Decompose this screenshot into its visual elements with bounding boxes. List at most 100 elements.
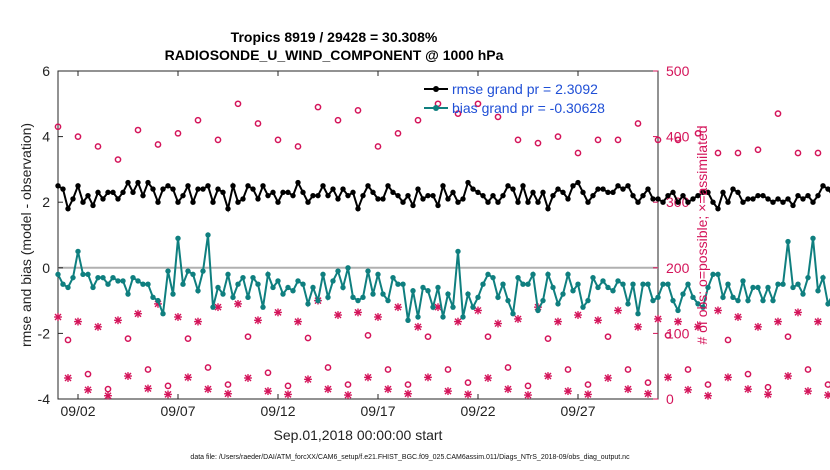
bias-point — [600, 278, 606, 284]
bias-point — [75, 248, 81, 255]
bias-point — [85, 271, 91, 278]
rmse-point — [375, 196, 381, 202]
rmse-point — [660, 199, 666, 205]
rmse-point — [685, 199, 691, 205]
bias-point — [340, 284, 346, 291]
bias-point — [60, 281, 66, 287]
possible-point — [314, 103, 322, 111]
bias-point — [205, 232, 211, 238]
bias-point — [325, 294, 331, 301]
bias-point — [690, 294, 696, 301]
assimilated-point — [634, 322, 642, 331]
bias-point — [745, 297, 751, 304]
bias-point — [755, 284, 761, 291]
bias-point — [545, 271, 551, 278]
possible-point — [114, 156, 122, 163]
assimilated-point — [754, 322, 762, 331]
x-tick-label: 09/07 — [160, 403, 195, 419]
assimilated-point — [94, 322, 102, 331]
bias-point — [160, 311, 166, 317]
assimilated-point — [714, 306, 722, 315]
rmse-point — [625, 183, 631, 189]
rmse-point — [90, 202, 96, 209]
possible-point — [64, 336, 72, 344]
bias-point — [415, 314, 421, 320]
bias-point — [485, 271, 491, 278]
bias-point — [805, 274, 811, 281]
bias-point — [630, 281, 636, 287]
rmse-point — [395, 192, 401, 199]
bias-point — [535, 307, 541, 314]
bias-point — [170, 291, 176, 297]
legend-rmse-label: rmse grand pr = 2.3092 — [452, 81, 598, 97]
bias-point — [420, 284, 426, 291]
assimilated-point — [774, 317, 782, 326]
bias-point — [315, 297, 321, 304]
rmse-point — [390, 189, 396, 196]
rmse-point — [350, 189, 356, 196]
rmse-point — [200, 186, 206, 192]
rmse-point — [380, 196, 386, 202]
legend: rmse grand pr = 2.3092 bias grand pr = -… — [424, 81, 605, 116]
rmse-point — [215, 186, 221, 192]
footer-data-file: data file: /Users/raeder/DAI/ATM_forcXX/… — [190, 454, 630, 461]
x-tick-label: 09/02 — [60, 403, 95, 419]
rmse-point — [165, 183, 171, 189]
bias-point — [740, 278, 746, 284]
rmse-point — [760, 192, 766, 199]
rmse-point — [255, 196, 261, 202]
assimilated-point — [374, 313, 382, 321]
bias-point — [700, 304, 706, 310]
legend-rmse-marker — [433, 86, 439, 92]
possible-point — [634, 120, 642, 127]
rmse-point — [735, 189, 741, 196]
rmse-point — [180, 192, 186, 199]
bias-point — [235, 281, 241, 287]
bias-point — [400, 281, 406, 287]
assimilated-point — [414, 322, 422, 331]
assimilated-point — [324, 385, 332, 394]
bias-point — [240, 274, 246, 281]
possible-point — [664, 332, 672, 339]
rmse-point — [400, 199, 406, 205]
rmse-point — [690, 196, 696, 202]
y-tick-label: 0 — [42, 260, 50, 276]
bias-point — [715, 271, 721, 278]
bias-point — [200, 268, 206, 274]
rmse-point — [435, 202, 441, 209]
rmse-point — [475, 189, 481, 196]
bias-point — [255, 281, 261, 287]
possible-point — [784, 333, 792, 341]
rmse-point — [455, 199, 461, 205]
assimilated-point — [364, 373, 372, 382]
rmse-point — [345, 192, 351, 199]
possible-point — [444, 366, 452, 373]
rmse-point — [545, 206, 551, 212]
bias-point — [380, 291, 386, 297]
bias-point — [405, 317, 411, 323]
rmse-point — [325, 192, 331, 199]
bias-point — [135, 278, 141, 284]
possible-point — [224, 381, 232, 388]
rmse-point — [730, 186, 736, 192]
rmse-point — [620, 186, 626, 192]
assimilated-point — [424, 373, 432, 382]
rmse-point — [785, 196, 791, 202]
rmse-point — [485, 199, 491, 205]
assimilated-point — [804, 387, 812, 396]
possible-point — [394, 129, 402, 137]
assimilated-point — [184, 373, 192, 382]
assimilated-point — [684, 385, 692, 394]
bias-point — [670, 297, 676, 304]
bias-point — [510, 311, 516, 317]
bias-point — [720, 294, 726, 301]
bias-point — [140, 281, 146, 287]
bias-point — [465, 291, 471, 297]
possible-point — [674, 136, 682, 144]
possible-point — [414, 116, 422, 124]
rmse-point — [340, 186, 346, 192]
bias-point — [275, 278, 281, 284]
assimilated-point — [304, 375, 312, 384]
possible-point — [754, 146, 762, 154]
